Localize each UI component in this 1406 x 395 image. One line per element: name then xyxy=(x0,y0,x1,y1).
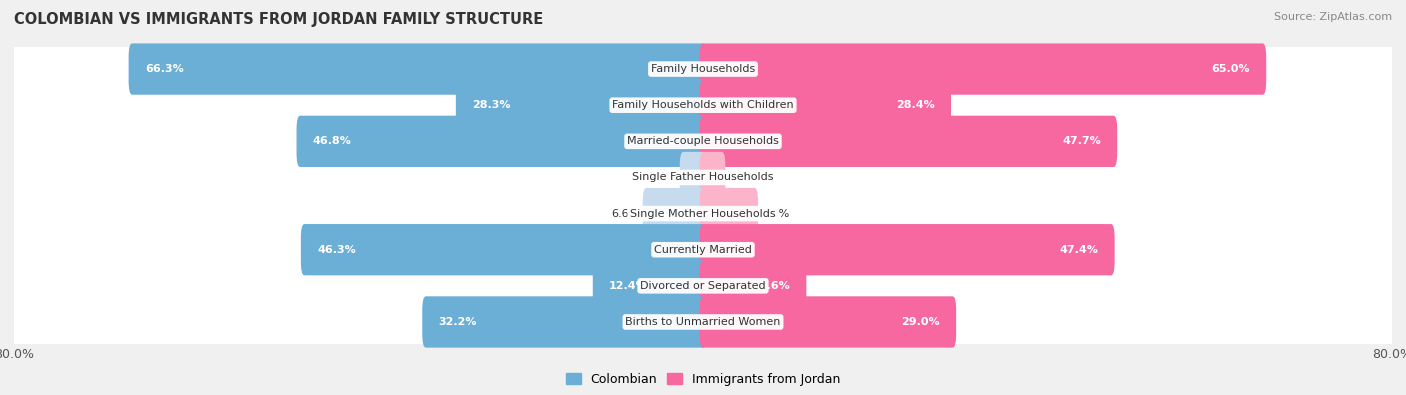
FancyBboxPatch shape xyxy=(700,43,1267,95)
Text: 2.2%: 2.2% xyxy=(728,173,758,182)
Text: 6.0%: 6.0% xyxy=(762,209,790,218)
FancyBboxPatch shape xyxy=(700,188,758,239)
FancyBboxPatch shape xyxy=(700,79,950,131)
Text: Divorced or Separated: Divorced or Separated xyxy=(640,281,766,291)
Text: 29.0%: 29.0% xyxy=(901,317,939,327)
FancyBboxPatch shape xyxy=(297,116,706,167)
Text: Single Father Households: Single Father Households xyxy=(633,173,773,182)
Text: Currently Married: Currently Married xyxy=(654,245,752,255)
FancyBboxPatch shape xyxy=(456,79,706,131)
FancyBboxPatch shape xyxy=(10,35,1396,103)
Text: Family Households with Children: Family Households with Children xyxy=(612,100,794,110)
FancyBboxPatch shape xyxy=(643,188,706,239)
Text: COLOMBIAN VS IMMIGRANTS FROM JORDAN FAMILY STRUCTURE: COLOMBIAN VS IMMIGRANTS FROM JORDAN FAMI… xyxy=(14,12,543,27)
FancyBboxPatch shape xyxy=(301,224,706,275)
FancyBboxPatch shape xyxy=(700,296,956,348)
FancyBboxPatch shape xyxy=(700,224,1115,275)
Text: Births to Unmarried Women: Births to Unmarried Women xyxy=(626,317,780,327)
Text: 2.3%: 2.3% xyxy=(648,173,676,182)
FancyBboxPatch shape xyxy=(700,116,1118,167)
Text: 28.3%: 28.3% xyxy=(472,100,510,110)
FancyBboxPatch shape xyxy=(10,252,1396,320)
Text: Married-couple Households: Married-couple Households xyxy=(627,136,779,146)
FancyBboxPatch shape xyxy=(10,180,1396,248)
FancyBboxPatch shape xyxy=(10,71,1396,139)
FancyBboxPatch shape xyxy=(10,107,1396,175)
FancyBboxPatch shape xyxy=(700,260,807,312)
FancyBboxPatch shape xyxy=(128,43,706,95)
Text: Family Households: Family Households xyxy=(651,64,755,74)
Text: 47.7%: 47.7% xyxy=(1062,136,1101,146)
FancyBboxPatch shape xyxy=(10,288,1396,356)
FancyBboxPatch shape xyxy=(679,152,706,203)
FancyBboxPatch shape xyxy=(10,216,1396,284)
Text: 32.2%: 32.2% xyxy=(439,317,477,327)
Legend: Colombian, Immigrants from Jordan: Colombian, Immigrants from Jordan xyxy=(561,368,845,391)
Text: 46.8%: 46.8% xyxy=(314,136,352,146)
Text: 47.4%: 47.4% xyxy=(1059,245,1098,255)
Text: 65.0%: 65.0% xyxy=(1212,64,1250,74)
Text: 11.6%: 11.6% xyxy=(751,281,790,291)
Text: 28.4%: 28.4% xyxy=(896,100,935,110)
Text: 66.3%: 66.3% xyxy=(145,64,184,74)
Text: Single Mother Households: Single Mother Households xyxy=(630,209,776,218)
FancyBboxPatch shape xyxy=(593,260,706,312)
Text: Source: ZipAtlas.com: Source: ZipAtlas.com xyxy=(1274,12,1392,22)
Text: 46.3%: 46.3% xyxy=(318,245,356,255)
Text: 6.6%: 6.6% xyxy=(612,209,640,218)
FancyBboxPatch shape xyxy=(422,296,706,348)
Text: 12.4%: 12.4% xyxy=(609,281,648,291)
FancyBboxPatch shape xyxy=(700,152,725,203)
FancyBboxPatch shape xyxy=(10,143,1396,211)
